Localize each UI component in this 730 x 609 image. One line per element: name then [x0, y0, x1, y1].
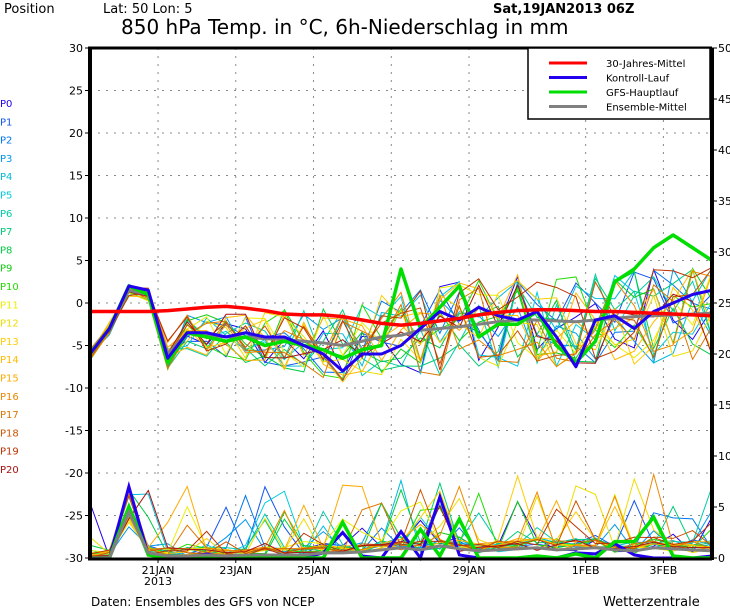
member-label-p7: P7	[0, 227, 12, 238]
x-tick-label: 25JAN	[297, 564, 330, 577]
member-label-p9: P9	[0, 264, 12, 275]
member-temp-line-p9	[89, 267, 713, 374]
member-temp-line-p20	[89, 283, 713, 364]
legend-label: 30-Jahres-Mittel	[606, 59, 685, 70]
y-left-tick-label: 20	[69, 127, 83, 140]
y-left-tick-label: -20	[65, 467, 83, 480]
member-label-p3: P3	[0, 154, 12, 165]
y-left-tick-label: 10	[69, 212, 83, 225]
member-label-p14: P14	[0, 355, 19, 366]
y-right-tick-label: 15	[718, 399, 730, 412]
data-source: Daten: Ensembles des GFS von NCEP	[91, 595, 315, 609]
member-label-p4: P4	[0, 172, 12, 183]
y-left-tick-label: 5	[76, 255, 83, 268]
y-right-tick-label: 45	[718, 93, 730, 106]
member-label-p20: P20	[0, 465, 19, 476]
y-left-tick-label: -5	[72, 340, 83, 353]
x-tick-label: 3FEB	[649, 564, 677, 577]
x-tick-label: 23JAN	[219, 564, 252, 577]
member-labels: P0 P1 P2 P3 P4 P5 P6 P7 P8 P9 P10 P11 P12 P13 P14 P15 P1…	[0, 99, 19, 476]
y-left-tick-label: -10	[65, 382, 83, 395]
y-right-tick-label: 50	[718, 42, 730, 55]
y-right-tick-label: 30	[718, 246, 730, 259]
y-left-tick-label: -30	[65, 552, 83, 565]
member-label-p19: P19	[0, 447, 19, 458]
member-label-p16: P16	[0, 392, 19, 403]
member-temp-line-p19	[89, 267, 713, 371]
member-label-p17: P17	[0, 410, 19, 421]
y-right-tick-label: 20	[718, 348, 730, 361]
member-temp-line-p11	[89, 271, 713, 368]
legend-label: Kontroll-Lauf	[606, 74, 670, 85]
x-tick-label: 1FEB	[572, 564, 600, 577]
chart-title: 850 hPa Temp. in °C, 6h-Niederschlag in …	[121, 15, 568, 39]
legend-label: Ensemble-Mittel	[606, 103, 687, 114]
member-label-p6: P6	[0, 209, 12, 220]
precip-line-ensemble-mittel	[90, 508, 713, 560]
member-precip-line-p18	[89, 488, 713, 559]
member-label-p10: P10	[0, 282, 19, 293]
y-right-tick-label: 5	[718, 501, 725, 514]
brand-label: Wetterzentrale	[603, 595, 700, 609]
member-label-p8: P8	[0, 245, 12, 256]
y-left-tick-label: 15	[69, 170, 83, 183]
member-label-p12: P12	[0, 319, 19, 330]
member-label-p13: P13	[0, 337, 19, 348]
y-left-ticks: 30 25 20 15 10 5 0 -5 -10 -15 -20 -25 -30	[65, 42, 90, 565]
y-left-tick-label: -25	[65, 510, 83, 523]
member-precip-line-p19	[89, 506, 713, 556]
x-tick-label: 27JAN	[375, 564, 408, 577]
y-left-tick-label: -15	[65, 425, 83, 438]
member-label-p2: P2	[0, 136, 12, 147]
y-left-tick-label: 30	[69, 42, 83, 55]
legend-label: GFS-Hauptlauf	[606, 88, 679, 99]
y-right-tick-label: 40	[718, 144, 730, 157]
temp-line-kontroll-lauf	[88, 284, 713, 373]
temp-line-30-jahres-mittel	[90, 304, 713, 327]
member-label-p1: P1	[0, 117, 12, 128]
run-time: Sat,19JAN2013 06Z	[493, 2, 634, 17]
y-right-tick-label: 35	[718, 195, 730, 208]
legend: 30-Jahres-Mittel Kontroll-Lauf GFS-Hauptla…	[527, 47, 711, 120]
x-tick-label: 29JAN	[453, 564, 486, 577]
y-left-tick-label: 25	[69, 85, 83, 98]
member-temp-line-p15	[89, 273, 713, 363]
member-label-p11: P11	[0, 300, 19, 311]
position-label: Position	[4, 2, 55, 17]
member-label-p0: P0	[0, 99, 12, 110]
member-label-p15: P15	[0, 374, 19, 385]
y-right-tick-label: 10	[718, 450, 730, 463]
y-right-tick-label: 0	[718, 552, 725, 565]
x-tick-label: 21JAN	[142, 564, 175, 577]
y-right-tick-label: 25	[718, 297, 730, 310]
member-label-p18: P18	[0, 428, 19, 439]
member-label-p5: P5	[0, 191, 12, 202]
x-tick-sublabel: 2013	[144, 575, 172, 588]
grid-lines	[90, 48, 712, 558]
y-left-tick-label: 0	[76, 297, 83, 310]
location-label: Lat: 50 Lon: 5	[103, 2, 192, 17]
